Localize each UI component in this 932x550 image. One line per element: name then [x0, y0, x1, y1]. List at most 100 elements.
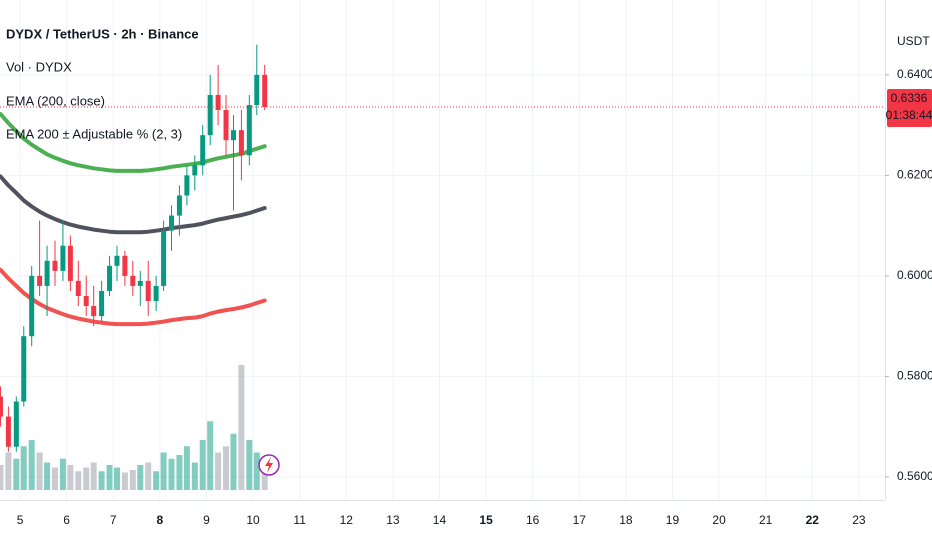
- volume-bar: [230, 433, 237, 490]
- volume: [0, 365, 268, 490]
- volume-bar: [44, 462, 51, 490]
- volume-bar: [223, 446, 230, 490]
- y-tick-label: 0.5800: [897, 369, 932, 383]
- volume-bar: [59, 458, 66, 490]
- candle-body: [207, 94, 213, 136]
- volume-bar: [13, 458, 20, 490]
- volume-bar: [5, 452, 12, 490]
- candle-body: [215, 94, 221, 111]
- volume-bar: [83, 467, 90, 490]
- candle-body: [169, 215, 175, 231]
- x-tick-label: 16: [526, 513, 540, 527]
- volume-bar: [168, 458, 175, 490]
- candle-body: [13, 401, 19, 447]
- volume-bar: [106, 465, 113, 490]
- candle-body: [230, 130, 236, 141]
- chart-title: DYDX / TetherUS · 2h · Binance: [6, 26, 199, 41]
- x-tick-label: 5: [17, 513, 24, 527]
- volume-bar: [153, 471, 160, 490]
- volume-bar: [0, 465, 4, 490]
- candle-body: [176, 195, 182, 216]
- x-tick-label: 20: [712, 513, 726, 527]
- x-tick-label: 23: [852, 513, 866, 527]
- y-tick-label: 0.6200: [897, 168, 932, 182]
- volume-bar: [113, 467, 120, 490]
- candle-body: [21, 336, 27, 402]
- candles: [0, 44, 268, 452]
- labels: 0.5600 0.5800 0.6000 0.6200 0.6400 5 6 7 8 9 10 11 1…: [0, 67, 932, 527]
- currency-label: USDT: [897, 34, 930, 48]
- volume-bar: [160, 452, 167, 490]
- candle-body: [153, 285, 159, 302]
- candle-body: [254, 74, 260, 106]
- volume-bar: [246, 440, 253, 490]
- y-tick-label: 0.6400: [897, 67, 932, 81]
- last-price-label: 0.6336: [891, 91, 928, 105]
- candle-body: [192, 165, 198, 176]
- x-tick-label: 17: [573, 513, 587, 527]
- volume-bar: [183, 446, 190, 490]
- volume-bar: [238, 365, 245, 490]
- y-tick-label: 0.5600: [897, 469, 932, 483]
- volume-bar: [207, 421, 214, 490]
- candle-body: [91, 306, 97, 317]
- candle-body: [5, 416, 11, 447]
- x-tick-label: 9: [203, 513, 210, 527]
- indicator-label: EMA 200 ± Adjustable % (2, 3): [6, 126, 182, 141]
- candle-body: [130, 275, 136, 286]
- x-tick-label: 14: [433, 513, 447, 527]
- candle-body: [161, 230, 167, 286]
- x-tick-label: 19: [666, 513, 680, 527]
- candle-body: [137, 280, 143, 286]
- x-tick-label: 22: [806, 513, 820, 527]
- candle-body: [44, 260, 50, 286]
- volume-bar: [98, 471, 105, 490]
- candle-body: [114, 255, 120, 266]
- x-tick-label: 18: [619, 513, 633, 527]
- x-tick-label: 7: [110, 513, 117, 527]
- x-tick-label: 12: [340, 513, 354, 527]
- candle-body: [246, 105, 252, 156]
- candle-body: [99, 290, 105, 317]
- candle-body: [223, 110, 229, 141]
- volume-bar: [215, 452, 222, 490]
- volume-bar: [90, 462, 97, 490]
- x-tick-label: 11: [293, 513, 306, 527]
- volume-bar: [121, 472, 128, 490]
- y-tick-label: 0.6000: [897, 268, 932, 282]
- volume-bar: [253, 452, 260, 490]
- x-tick-label: 13: [386, 513, 400, 527]
- candle-body: [0, 396, 3, 417]
- indicator-label: EMA (200, close): [6, 93, 105, 108]
- x-tick-label: 6: [63, 513, 70, 527]
- candle-body: [60, 245, 66, 271]
- candle-body: [122, 255, 128, 276]
- volume-bar: [67, 465, 74, 490]
- x-tick-label: 10: [246, 513, 260, 527]
- ema-line: [0, 174, 267, 235]
- volume-bar: [145, 462, 152, 490]
- volume-bar: [20, 446, 27, 490]
- volume-bar: [36, 452, 43, 490]
- candle-body: [52, 260, 58, 271]
- volume-bar: [176, 455, 183, 490]
- volume-bar: [199, 440, 206, 490]
- ema-line: [0, 112, 267, 173]
- ema-line: [0, 267, 267, 327]
- x-tick-label: 8: [157, 513, 164, 527]
- candle-body: [107, 265, 113, 291]
- candle-body: [145, 280, 151, 302]
- volume-bar: [51, 467, 58, 490]
- x-tick-label: 15: [479, 513, 493, 527]
- candle-body: [184, 175, 190, 196]
- volume-bar: [137, 465, 144, 490]
- x-tick-label: 21: [759, 513, 773, 527]
- candle-body: [262, 74, 268, 108]
- lightning-icon: [258, 454, 280, 476]
- last-price-box: [887, 89, 932, 128]
- candle-body: [238, 130, 244, 156]
- volume-bar: [129, 470, 136, 490]
